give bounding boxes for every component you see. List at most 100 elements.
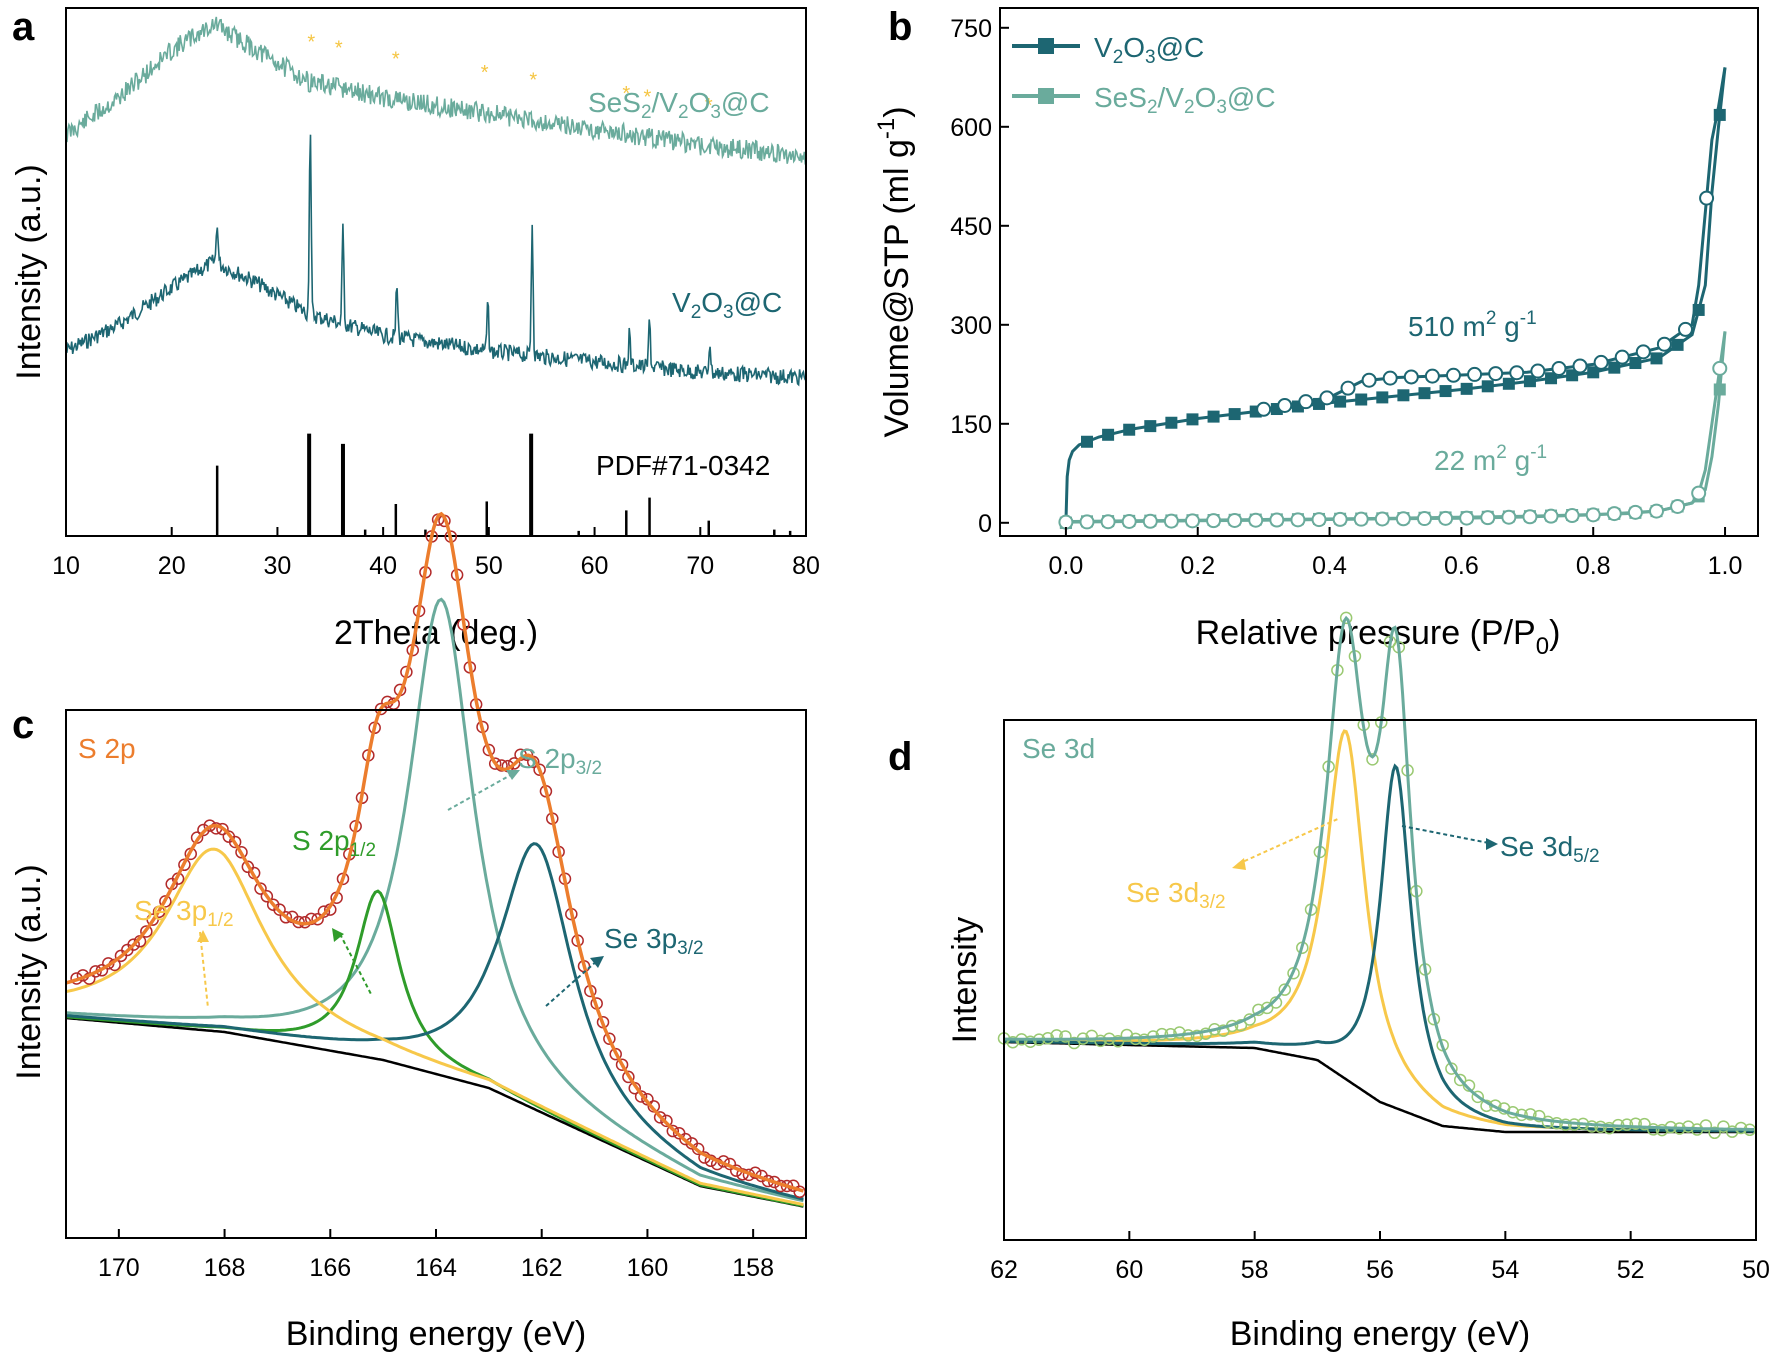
xps-c-data-point bbox=[641, 1093, 654, 1106]
ads-marker-v2o3c bbox=[1397, 389, 1410, 402]
c-x-tick-label-164: 164 bbox=[415, 1254, 457, 1282]
a-x-tick-label-10: 10 bbox=[52, 552, 80, 580]
arrowhead-s2p32 bbox=[506, 770, 520, 780]
xps-d-background bbox=[1004, 1040, 1755, 1134]
c-x-tick-label-168: 168 bbox=[204, 1254, 246, 1282]
xps-d-data-point bbox=[1471, 1090, 1485, 1104]
des-marker-v2o3c bbox=[1256, 401, 1272, 417]
des-marker-ses2 bbox=[1079, 514, 1095, 530]
des-marker-ses2 bbox=[1184, 513, 1200, 529]
xps-c-data-point bbox=[488, 757, 502, 770]
panel-a-x-title: 2Theta (deg.) bbox=[334, 614, 538, 652]
panel-b-legend: V2O3@C SeS2/V2O3@C bbox=[1012, 32, 1276, 118]
b-x-tick-label-0.8: 0.8 bbox=[1576, 552, 1611, 580]
arrowhead-s2p12 bbox=[332, 928, 344, 942]
xps-d-data-point bbox=[1646, 1123, 1660, 1136]
panel-d-x-ticks: 62 60 58 56 54 52 50 bbox=[990, 1231, 1770, 1284]
des-marker-ses2 bbox=[1627, 504, 1643, 520]
panel-d-plot-area bbox=[997, 611, 1756, 1140]
xps-d-data-point bbox=[1462, 1079, 1476, 1092]
legend-marker-v2o3c bbox=[1038, 38, 1054, 54]
xps-c-data-point bbox=[159, 895, 172, 908]
xps-c-data-point bbox=[273, 903, 286, 916]
panel-a-label-pdf: PDF#71-0342 bbox=[596, 450, 770, 481]
des-marker-ses2 bbox=[1269, 512, 1285, 528]
des-marker-ses2 bbox=[1416, 511, 1432, 527]
ads-marker-v2o3c bbox=[1481, 380, 1494, 393]
des-marker-v2o3c bbox=[1572, 358, 1588, 374]
des-marker-ses2 bbox=[1585, 507, 1601, 523]
arrow-se3p32 bbox=[545, 959, 599, 1007]
xps-c-data-point bbox=[317, 905, 331, 918]
a-x-tick-label-20: 20 bbox=[158, 552, 186, 580]
des-marker-ses2 bbox=[1163, 513, 1179, 529]
des-marker-ses2 bbox=[1438, 510, 1454, 526]
b-y-tick-label-0: 0 bbox=[978, 510, 992, 538]
peak-star-54.2: * bbox=[529, 69, 537, 91]
xps-c-data-point bbox=[653, 1111, 667, 1124]
xps-d-data-point bbox=[1269, 996, 1283, 1009]
a-x-tick-label-80: 80 bbox=[792, 552, 820, 580]
b-y-tick-label-150: 150 bbox=[950, 411, 992, 439]
b-y-tick-label-750: 750 bbox=[950, 15, 992, 43]
ads-marker-v2o3c bbox=[1460, 382, 1473, 395]
panel-c-x-title: Binding energy (eV) bbox=[286, 1315, 587, 1353]
des-marker-v2o3c bbox=[1424, 368, 1440, 384]
panel-d-title: Se 3d bbox=[1022, 733, 1095, 764]
des-marker-ses2 bbox=[1564, 508, 1580, 524]
b-y-tick-label-300: 300 bbox=[950, 312, 992, 340]
peak-star-65: * bbox=[644, 86, 652, 108]
panel-c-letter: c bbox=[12, 703, 34, 747]
des-marker-v2o3c bbox=[1361, 372, 1377, 388]
legend-marker-ses2 bbox=[1038, 88, 1054, 104]
b-x-tick-label-0.4: 0.4 bbox=[1312, 552, 1347, 580]
xps-c-data-point bbox=[507, 757, 521, 770]
des-marker-v2o3c bbox=[1530, 363, 1546, 379]
panel-b-letter: b bbox=[888, 5, 912, 49]
des-marker-ses2 bbox=[1353, 511, 1369, 527]
peak-star-63: * bbox=[622, 83, 630, 105]
panel-b-y-title: Volume@STP (ml g-1) bbox=[873, 106, 916, 437]
xps-c-component-Se-3p3-2 bbox=[65, 842, 804, 1201]
ads-marker-v2o3c bbox=[1334, 395, 1347, 408]
xps-d-data-point bbox=[1111, 1035, 1125, 1048]
xps-d-data-point bbox=[1024, 1035, 1037, 1048]
panel-d-letter: d bbox=[888, 735, 912, 779]
xps-d-data-point bbox=[1708, 1126, 1721, 1140]
xps-c-data-point bbox=[260, 890, 274, 903]
des-marker-ses2 bbox=[1058, 514, 1074, 530]
xps-d-data-point bbox=[1699, 1119, 1713, 1132]
panel-d-y-title: Intensity bbox=[946, 917, 984, 1044]
xps-c-data-point bbox=[146, 913, 159, 926]
xps-c-data-point bbox=[482, 743, 496, 757]
des-marker-ses2 bbox=[1100, 514, 1116, 530]
label-s2p32: S 2p3/2 bbox=[518, 743, 602, 779]
panel-a-y-title: Intensity (a.u.) bbox=[10, 164, 48, 379]
des-marker-ses2 bbox=[1501, 509, 1517, 525]
xps-c-data-point bbox=[311, 912, 324, 926]
des-marker-v2o3c bbox=[1488, 366, 1504, 382]
xps-c-data-point bbox=[374, 702, 388, 716]
des-marker-v2o3c bbox=[1677, 321, 1693, 337]
ads-marker-v2o3c bbox=[1228, 408, 1241, 421]
arrowhead-se3p12 bbox=[197, 930, 209, 942]
ads-marker-v2o3c bbox=[1418, 387, 1431, 400]
des-marker-v2o3c bbox=[1277, 397, 1293, 413]
des-marker-v2o3c bbox=[1509, 365, 1525, 381]
des-marker-ses2 bbox=[1670, 498, 1686, 514]
arrow-se3d32 bbox=[1237, 817, 1341, 865]
xps-c-data-point bbox=[666, 1124, 680, 1138]
ads-marker-v2o3c bbox=[1502, 377, 1515, 390]
xps-d-data-point bbox=[1190, 1029, 1204, 1043]
peak-star-35.8: * bbox=[335, 37, 343, 59]
xps-c-data-point bbox=[152, 905, 166, 919]
xps-c-data-point bbox=[127, 938, 140, 951]
xps-c-data-point bbox=[603, 1032, 616, 1046]
xps-c-envelope bbox=[65, 511, 804, 1193]
xps-d-data-point bbox=[1278, 983, 1291, 996]
des-marker-ses2 bbox=[1459, 510, 1475, 526]
peak-star-70.8: * bbox=[705, 95, 713, 117]
xps-c-data-point bbox=[254, 882, 267, 895]
a-x-tick-label-30: 30 bbox=[264, 552, 292, 580]
panel-b-plot-area bbox=[1058, 67, 1728, 530]
